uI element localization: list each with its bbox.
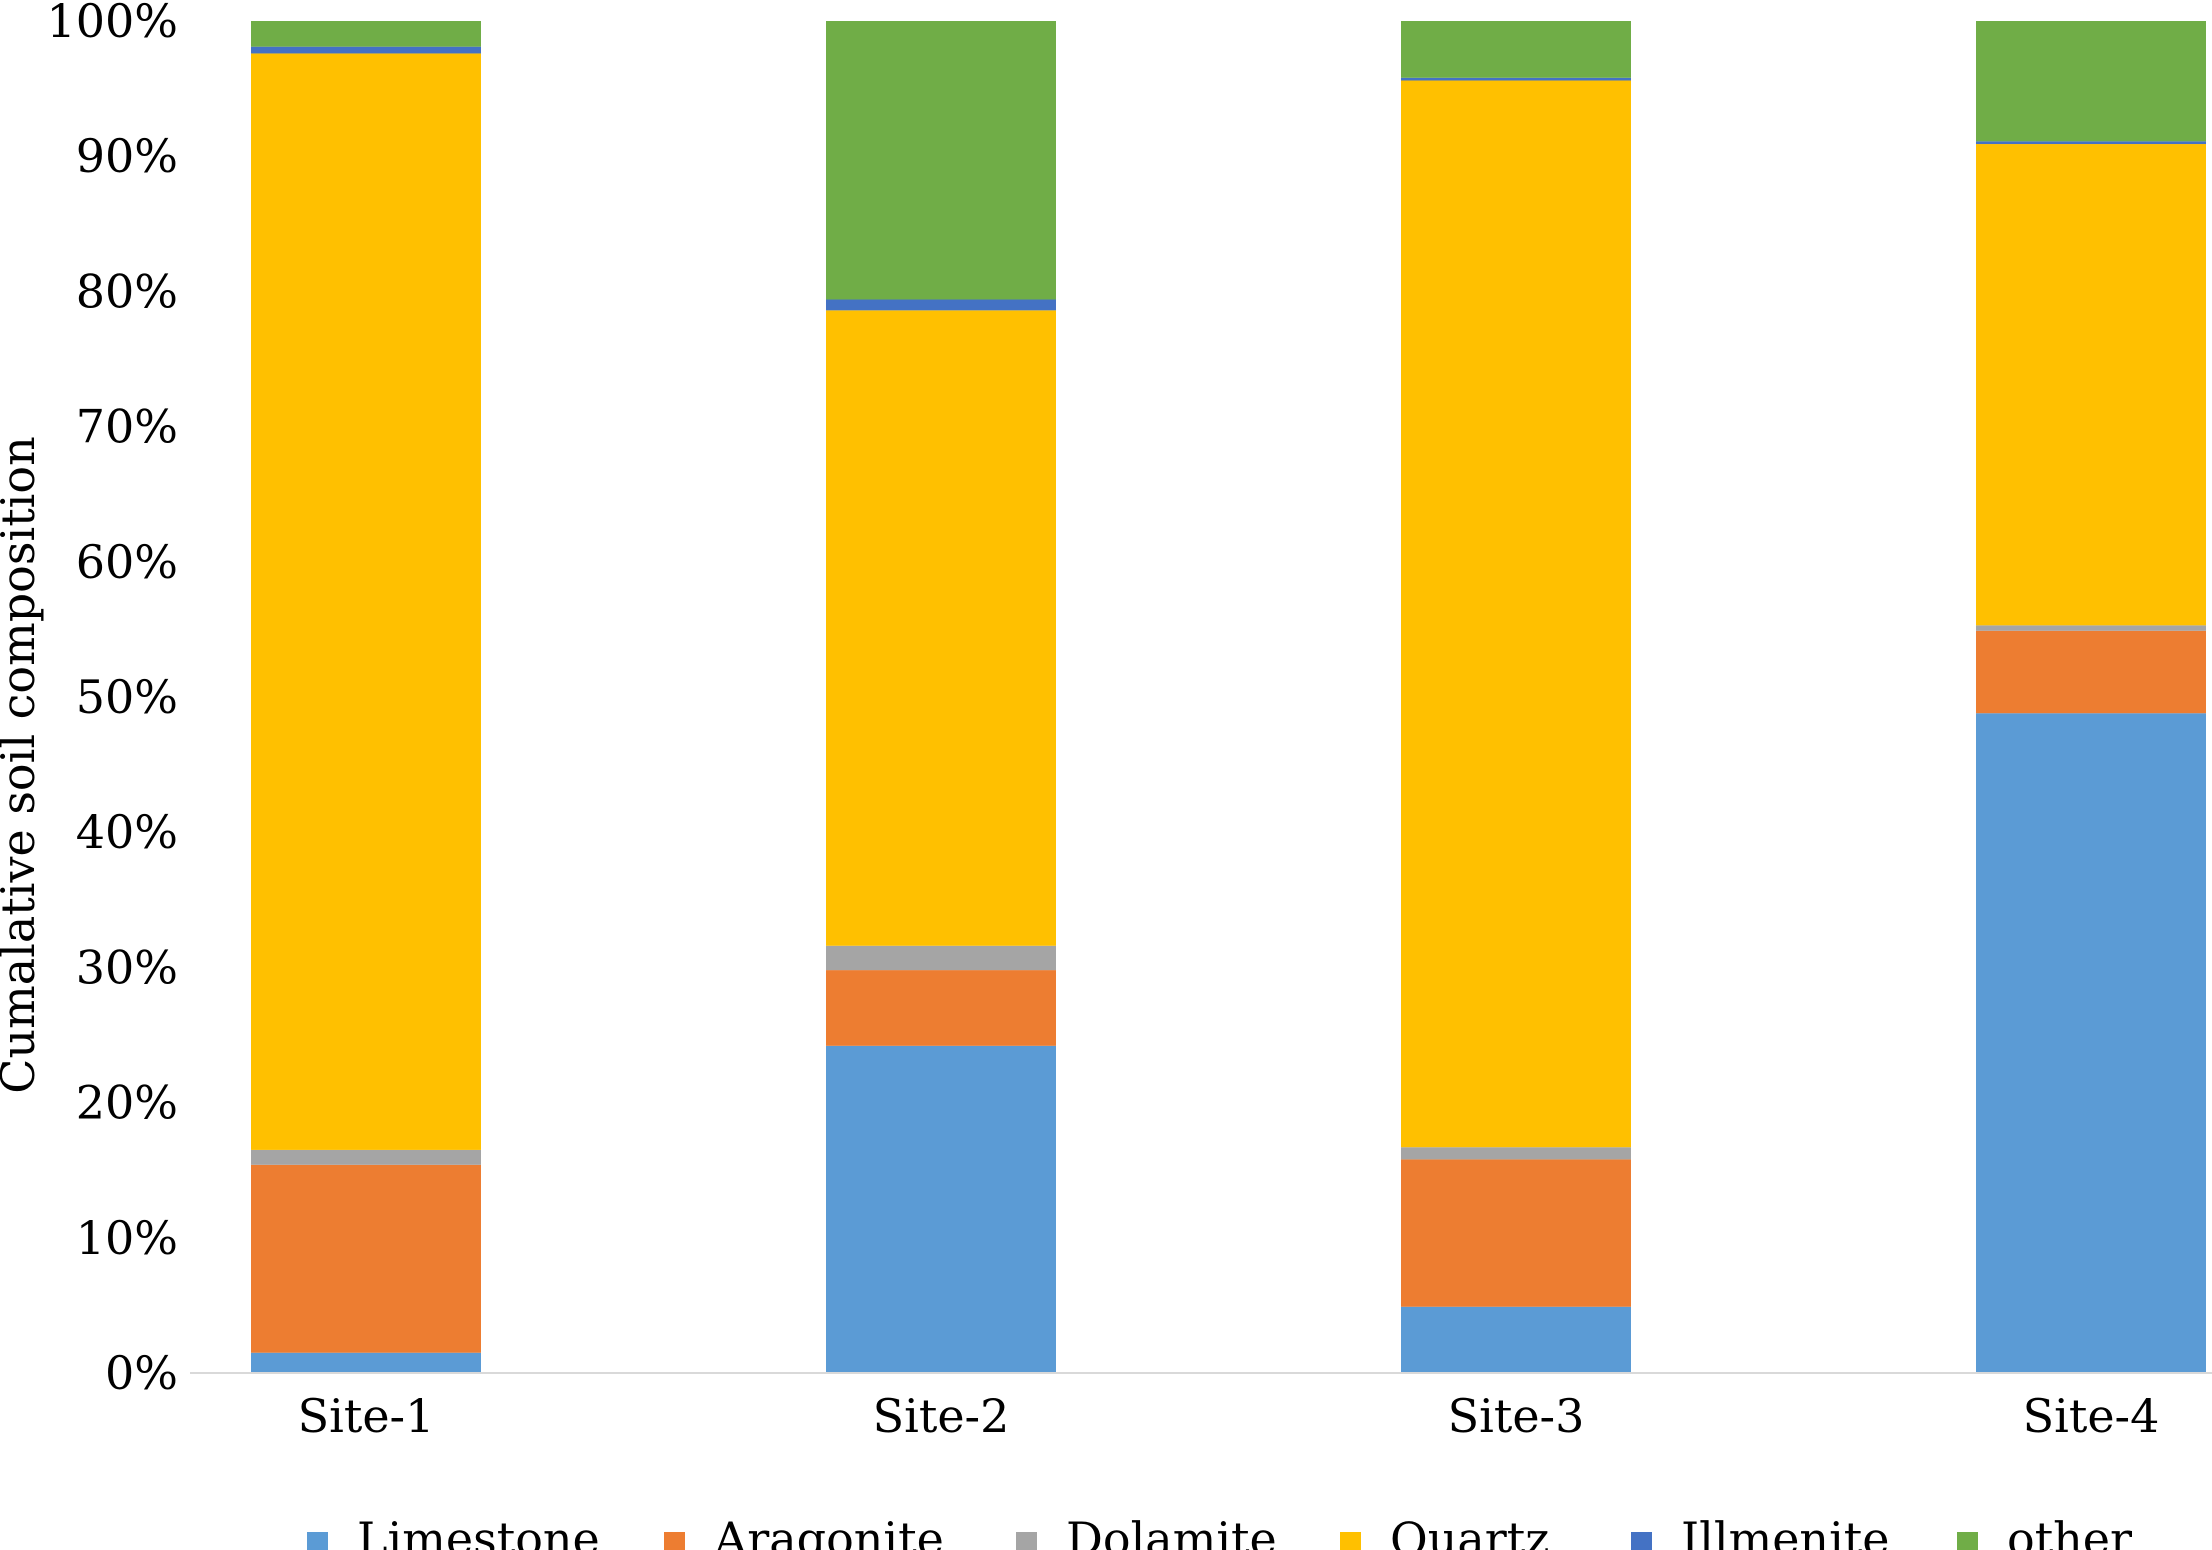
y-tick-label: 90% xyxy=(76,129,178,183)
bar-segment-quartz xyxy=(1976,144,2206,626)
x-tick-label: Site-4 xyxy=(2023,1389,2160,1443)
y-tick-label: 100% xyxy=(46,0,178,48)
legend-item: Dolamite xyxy=(1016,1512,1277,1550)
bar-segment-dolamite xyxy=(1401,1147,1631,1160)
x-tick-label: Site-1 xyxy=(298,1389,435,1443)
legend-swatch xyxy=(1016,1532,1037,1550)
bar-segment-aragonite xyxy=(251,1164,481,1353)
bar-segment-other xyxy=(826,21,1056,300)
legend-item: other xyxy=(1957,1512,2132,1550)
bar-segment-illmenite xyxy=(826,299,1056,311)
bar-segment-limestone xyxy=(251,1352,481,1373)
bar-segment-limestone xyxy=(1401,1306,1631,1373)
bar-segment-illmenite xyxy=(251,46,481,54)
y-tick-label: 80% xyxy=(76,264,178,318)
legend-label: Illmenite xyxy=(1681,1512,1889,1550)
legend-label: Dolamite xyxy=(1066,1512,1277,1550)
legend-label: Limestone xyxy=(357,1512,600,1550)
bar-segment-aragonite xyxy=(1976,630,2206,714)
legend-item: Quartz xyxy=(1340,1512,1549,1550)
legend-label: other xyxy=(2007,1512,2132,1550)
legend-label: Aragonite xyxy=(713,1512,944,1550)
legend: Limestone Aragonite Dolamite Quartz Illmenit… xyxy=(307,1512,2132,1550)
bar-segment-illmenite xyxy=(1976,141,2206,145)
legend-swatch xyxy=(307,1532,328,1550)
bar-segment-other xyxy=(251,21,481,47)
bars xyxy=(251,21,2206,1373)
bar-segment-quartz xyxy=(1401,80,1631,1148)
bar-segment-dolamite xyxy=(251,1149,481,1165)
y-tick-label: 70% xyxy=(76,400,178,454)
bar-segment-illmenite xyxy=(1401,77,1631,81)
legend-item: Illmenite xyxy=(1631,1512,1889,1550)
legend-item: Limestone xyxy=(307,1512,600,1550)
y-tick-label: 20% xyxy=(76,1076,178,1130)
legend-item: Aragonite xyxy=(664,1512,944,1550)
legend-swatch xyxy=(664,1532,685,1550)
bar-segment-quartz xyxy=(826,310,1056,946)
y-tick-label: 40% xyxy=(76,805,178,859)
x-tick-label: Site-2 xyxy=(873,1389,1010,1443)
legend-swatch xyxy=(1957,1532,1978,1550)
bar-segment-other xyxy=(1976,21,2206,142)
y-tick-label: 50% xyxy=(76,670,178,724)
y-tick-label: 0% xyxy=(105,1346,178,1400)
bar-segment-other xyxy=(1401,21,1631,78)
legend-swatch xyxy=(1340,1532,1361,1550)
y-axis-title: Cumalative soil composition xyxy=(0,436,45,1093)
y-tick-label: 60% xyxy=(76,535,178,589)
y-axis-ticks: 0% 10% 20% 30% 40% 50% 60% 70% 80% 90% 100% xyxy=(46,0,178,1400)
y-tick-label: 30% xyxy=(76,940,178,994)
legend-label: Quartz xyxy=(1390,1512,1549,1550)
bar-segment-aragonite xyxy=(826,970,1056,1046)
bar-segment-quartz xyxy=(251,53,481,1150)
x-axis-labels: Site-1 Site-2 Site-3 Site-4 xyxy=(298,1389,2160,1443)
legend-swatch xyxy=(1631,1532,1652,1550)
bar-segment-dolamite xyxy=(1976,625,2206,631)
x-tick-label: Site-3 xyxy=(1448,1389,1585,1443)
bar-segment-limestone xyxy=(1976,713,2206,1373)
bar-segment-dolamite xyxy=(826,945,1056,971)
bar-segment-aragonite xyxy=(1401,1159,1631,1307)
bar-segment-limestone xyxy=(826,1045,1056,1373)
y-tick-label: 10% xyxy=(76,1211,178,1265)
